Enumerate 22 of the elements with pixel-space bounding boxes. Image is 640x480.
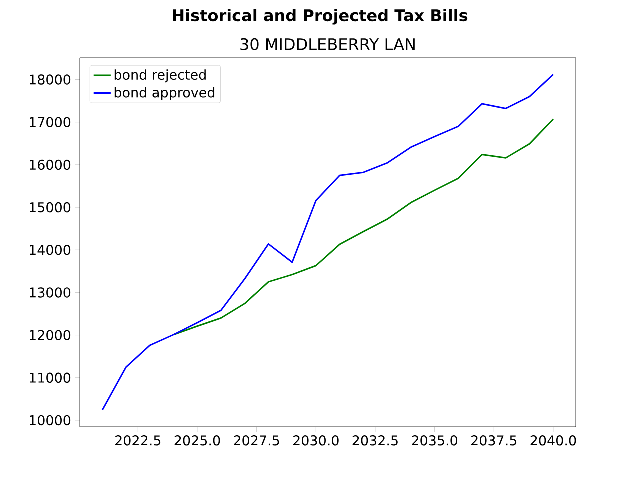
y-tick-label: 15000 xyxy=(30,202,71,213)
x-tick-label: 2027.5 xyxy=(234,436,280,446)
x-tick-label: 2022.5 xyxy=(116,436,161,446)
y-tick-label: 16000 xyxy=(30,160,71,170)
y-tick-label: 12000 xyxy=(30,330,71,340)
y-tick-label: 18000 xyxy=(30,74,71,85)
y-tick-label: 14000 xyxy=(30,245,71,256)
chart-subtitle: 30 MIDDLEBERRY LAN xyxy=(240,38,415,50)
y-tick-label: 17000 xyxy=(30,117,71,128)
x-tick-label: 2037.5 xyxy=(471,436,517,446)
legend-label: bond approved xyxy=(114,87,215,100)
x-tick-label: 2030.0 xyxy=(294,436,339,446)
x-tick-label: 2040.0 xyxy=(530,436,576,446)
legend-label: bond rejected xyxy=(114,70,206,83)
chart-title: Historical and Projected Tax Bills xyxy=(173,9,468,25)
y-tick-label: 10000 xyxy=(30,415,71,426)
x-tick-label: 2032.5 xyxy=(352,436,398,446)
x-tick-label: 2025.0 xyxy=(174,436,220,446)
x-tick-label: 2035.0 xyxy=(412,436,458,446)
line-series xyxy=(172,118,554,336)
y-tick-label: 11000 xyxy=(30,372,71,383)
y-tick-label: 13000 xyxy=(30,288,71,298)
